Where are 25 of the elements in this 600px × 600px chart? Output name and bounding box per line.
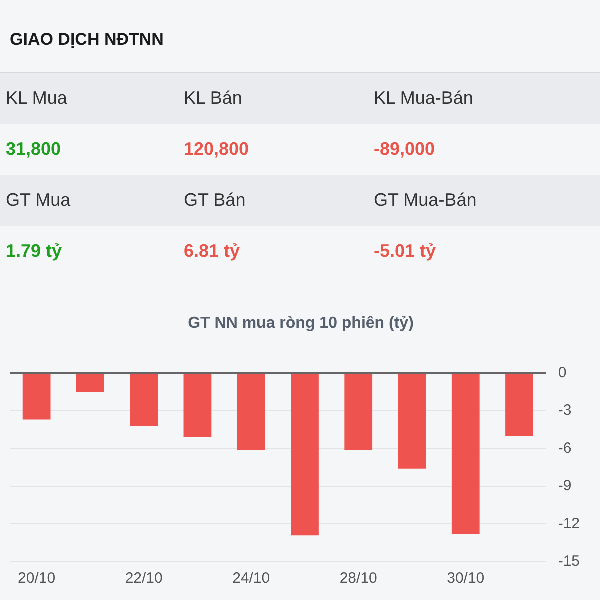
text: GT Mua-Bán [373,190,478,211]
x-tick-label: 24/10 [232,570,270,588]
y-tick-label: -3 [558,402,572,420]
text: -5.01 tỷ [373,241,438,262]
text: KL Mua-Bán [373,88,474,109]
text: 31,800 [5,139,62,160]
text: KL Bán [183,88,244,109]
y-tick-label: -9 [558,478,572,495]
x-tick-label: 22/10 [125,570,163,588]
x-tick-label: 30/10 [447,570,485,588]
text: 120,800 [183,139,250,160]
text: GT Mua [5,190,72,211]
text: KL Mua [5,88,68,109]
x-tick-label: 20/10 [18,570,56,588]
chart-title: GT NN mua ròng 10 phiên (tỷ) [188,315,414,332]
y-tick-label: -15 [558,553,580,570]
text: 1.79 tỷ [5,241,64,262]
y-tick-label: -12 [558,515,580,532]
y-tick-label: -6 [558,440,572,457]
text: -89,000 [373,139,436,160]
text: GIAO DỊCH NĐTNN [0,0,600,73]
text: 6.81 tỷ [183,241,242,262]
x-tick-label: 28/10 [340,570,378,588]
text: GT Bán [183,190,247,211]
y-tick-label: 0 [558,364,567,382]
